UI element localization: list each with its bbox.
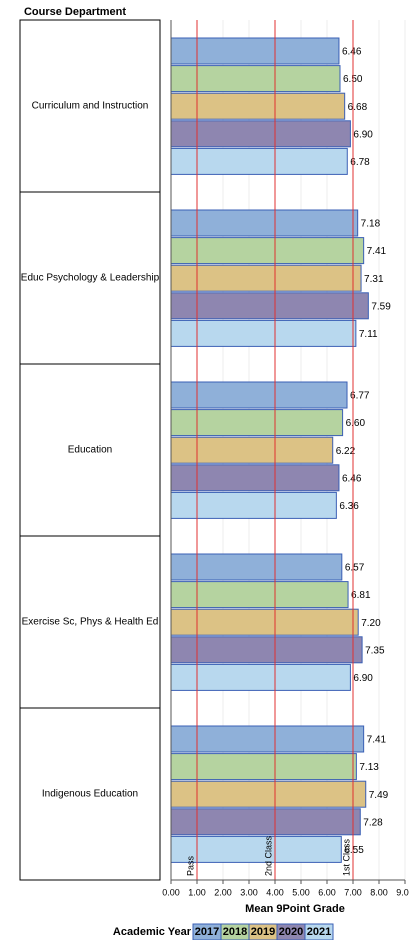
bar [170, 120, 351, 148]
value-label: 6.46 [342, 473, 362, 484]
value-label: 6.78 [350, 157, 370, 168]
value-label: 6.22 [336, 446, 356, 457]
bar [170, 581, 349, 609]
value-label: 7.28 [363, 817, 383, 828]
value-label: 7.20 [361, 618, 381, 629]
bar [170, 835, 342, 863]
category-label: Indigenous Education [42, 789, 138, 800]
bar [170, 237, 365, 265]
category-label: Educ Psychology & Leadership [21, 273, 160, 284]
bar [170, 436, 334, 464]
value-label: 6.46 [342, 47, 362, 58]
x-tick-label: 7.00 [344, 887, 362, 897]
value-label: 7.13 [359, 762, 379, 773]
value-label: 6.60 [346, 418, 366, 429]
value-label: 7.59 [371, 301, 391, 312]
bar [170, 381, 348, 409]
value-label: 7.18 [361, 219, 381, 230]
value-label: 6.90 [353, 129, 373, 140]
value-label: 6.81 [351, 590, 371, 601]
value-label: 6.57 [345, 563, 365, 574]
value-label: 7.11 [359, 329, 378, 340]
bar [170, 553, 343, 581]
x-tick-label: 3.00 [240, 887, 258, 897]
x-tick-label: 9.00 [396, 887, 409, 897]
x-tick-label: 4.00 [266, 887, 284, 897]
reference-label: Pass [185, 855, 195, 876]
x-tick-label: 6.00 [318, 887, 336, 897]
legend-label: 2017 [195, 926, 219, 938]
legend-title: Academic Year [113, 926, 192, 938]
bar [170, 209, 359, 237]
bar [170, 319, 357, 347]
bar [170, 464, 340, 492]
category-label: Education [68, 445, 112, 456]
reference-label: 1st Class [341, 838, 351, 876]
value-label: 6.55 [344, 845, 364, 856]
bar [170, 753, 357, 781]
value-label: 7.35 [365, 645, 385, 656]
value-label: 7.41 [367, 735, 387, 746]
bar [170, 636, 363, 664]
legend-label: 2020 [279, 926, 303, 938]
x-tick-label: 2.00 [214, 887, 232, 897]
bar [170, 780, 367, 808]
value-label: 6.68 [348, 102, 368, 113]
bar [170, 725, 365, 753]
bar [170, 409, 344, 437]
value-label: 7.41 [367, 246, 387, 257]
reference-label: 2nd Class [263, 835, 273, 876]
bar [170, 608, 359, 636]
legend-label: 2019 [251, 926, 275, 938]
value-label: 7.49 [369, 790, 389, 801]
category-panel [19, 19, 161, 881]
bar [170, 491, 337, 519]
bar [170, 264, 362, 292]
bar [170, 65, 341, 93]
legend-label: 2018 [223, 926, 247, 938]
x-tick-label: 1.00 [188, 887, 206, 897]
bar [170, 808, 361, 836]
legend-swatch [304, 923, 334, 940]
category-label: Curriculum and Instruction [32, 101, 149, 112]
value-label: 7.31 [364, 274, 384, 285]
value-label: 6.36 [339, 501, 359, 512]
category-label: Exercise Sc, Phys & Health Ed [22, 617, 159, 628]
x-axis-title: Mean 9Point Grade [245, 903, 345, 915]
bar [170, 147, 348, 175]
x-tick-label: 5.00 [292, 887, 310, 897]
bar [170, 37, 340, 65]
x-tick-label: 8.00 [370, 887, 388, 897]
x-tick-label: 0.00 [162, 887, 180, 897]
value-label: 6.77 [350, 391, 370, 402]
legend-label: 2021 [307, 926, 331, 938]
bar [170, 663, 351, 691]
value-label: 6.90 [353, 673, 373, 684]
bar [170, 292, 369, 320]
category-axis-title: Course Department [24, 6, 126, 18]
